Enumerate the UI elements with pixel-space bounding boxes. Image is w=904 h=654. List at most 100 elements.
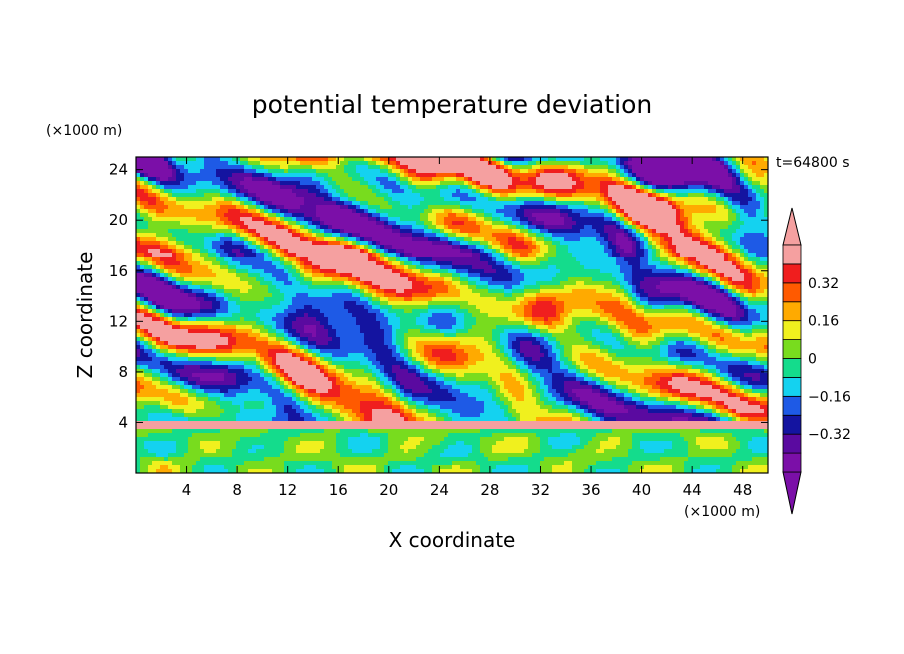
- field-cell: [392, 265, 397, 270]
- field-cell: [492, 261, 497, 266]
- field-cell: [292, 269, 297, 274]
- field-cell: [404, 257, 409, 262]
- field-cell: [616, 217, 621, 222]
- field-cell: [552, 249, 557, 254]
- field-cell: [216, 173, 221, 178]
- field-cell: [420, 261, 425, 266]
- field-cell: [660, 185, 665, 190]
- field-cell: [272, 173, 277, 178]
- field-cell: [668, 233, 673, 238]
- field-cell: [732, 249, 737, 254]
- field-cell: [372, 273, 377, 278]
- field-cell: [472, 169, 477, 174]
- field-cell: [416, 237, 421, 242]
- field-cell: [684, 193, 689, 198]
- field-cell: [532, 201, 537, 206]
- field-cell: [568, 197, 573, 202]
- field-cell: [688, 269, 693, 274]
- field-cell: [624, 237, 629, 242]
- field-cell: [292, 205, 297, 210]
- field-cell: [712, 209, 717, 214]
- field-cell: [456, 181, 461, 186]
- field-cell: [476, 189, 481, 194]
- field-cell: [504, 281, 509, 286]
- field-cell: [192, 277, 197, 282]
- field-cell: [564, 165, 569, 170]
- field-cell: [548, 261, 553, 266]
- field-cell: [728, 265, 733, 270]
- field-cell: [448, 229, 453, 234]
- field-cell: [480, 273, 485, 278]
- field-cell: [248, 281, 253, 286]
- field-cell: [424, 269, 429, 274]
- field-cell: [148, 177, 153, 182]
- field-cell: [688, 245, 693, 250]
- field-cell: [488, 245, 493, 250]
- field-cell: [712, 269, 717, 274]
- field-cell: [744, 233, 749, 238]
- field-cell: [608, 261, 613, 266]
- field-cell: [588, 213, 593, 218]
- field-cell: [460, 241, 465, 246]
- field-cell: [256, 225, 261, 230]
- field-cell: [276, 197, 281, 202]
- field-cell: [688, 157, 693, 162]
- field-cell: [384, 225, 389, 230]
- field-cell: [496, 261, 501, 266]
- field-cell: [672, 193, 677, 198]
- field-cell: [568, 193, 573, 198]
- field-cell: [400, 209, 405, 214]
- field-cell: [284, 249, 289, 254]
- field-cell: [736, 277, 741, 282]
- field-cell: [644, 217, 649, 222]
- field-cell: [252, 193, 257, 198]
- field-cell: [532, 165, 537, 170]
- field-cell: [696, 269, 701, 274]
- field-cell: [420, 233, 425, 238]
- field-cell: [524, 237, 529, 242]
- field-cell: [464, 225, 469, 230]
- field-cell: [560, 205, 565, 210]
- field-cell: [684, 165, 689, 170]
- field-cell: [544, 261, 549, 266]
- field-cell: [684, 157, 689, 162]
- field-cell: [160, 157, 165, 162]
- field-cell: [308, 277, 313, 282]
- field-cell: [312, 221, 317, 226]
- field-cell: [364, 173, 369, 178]
- field-cell: [608, 225, 613, 230]
- field-cell: [520, 205, 525, 210]
- field-cell: [156, 201, 161, 206]
- field-cell: [656, 205, 661, 210]
- field-cell: [172, 273, 177, 278]
- field-cell: [660, 181, 665, 186]
- field-cell: [548, 233, 553, 238]
- field-cell: [428, 193, 433, 198]
- field-cell: [708, 161, 713, 166]
- field-cell: [672, 225, 677, 230]
- field-cell: [208, 185, 213, 190]
- field-cell: [404, 157, 409, 162]
- field-cell: [520, 261, 525, 266]
- field-cell: [364, 177, 369, 182]
- field-cell: [380, 281, 385, 286]
- field-cell: [584, 165, 589, 170]
- field-cell: [300, 177, 305, 182]
- field-cell: [240, 193, 245, 198]
- field-cell: [204, 181, 209, 186]
- field-cell: [348, 213, 353, 218]
- field-cell: [144, 257, 149, 262]
- field-cell: [628, 189, 633, 194]
- field-cell: [324, 217, 329, 222]
- field-cell: [196, 245, 201, 250]
- field-cell: [652, 165, 657, 170]
- field-cell: [448, 245, 453, 250]
- field-cell: [316, 257, 321, 262]
- field-cell: [384, 253, 389, 258]
- field-cell: [680, 225, 685, 230]
- field-cell: [220, 161, 225, 166]
- field-cell: [496, 169, 501, 174]
- field-cell: [628, 177, 633, 182]
- field-cell: [732, 157, 737, 162]
- field-cell: [596, 257, 601, 262]
